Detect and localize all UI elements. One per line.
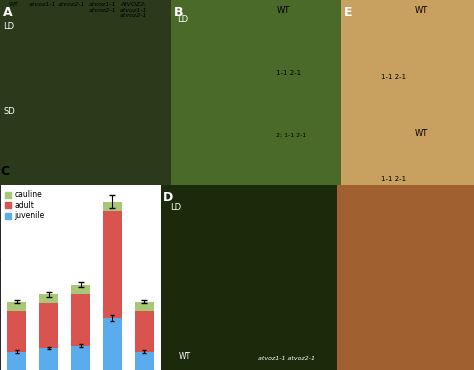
Bar: [39, 348, 58, 370]
Bar: [103, 202, 122, 211]
Text: WT: WT: [9, 2, 18, 7]
Bar: [39, 303, 58, 348]
Bar: [7, 311, 27, 352]
Bar: [135, 352, 154, 370]
Text: WT: WT: [276, 6, 290, 14]
Bar: [7, 302, 27, 311]
Text: E: E: [344, 6, 353, 18]
Text: atvoz2-1: atvoz2-1: [58, 2, 85, 7]
Bar: [71, 285, 90, 294]
Text: 1-1 2-1: 1-1 2-1: [381, 176, 406, 182]
Text: LD: LD: [177, 15, 189, 24]
Text: atvoz1-1
atvoz2-1: atvoz1-1 atvoz2-1: [89, 2, 116, 13]
Text: WT: WT: [179, 352, 191, 361]
Text: WT: WT: [414, 6, 428, 14]
Text: atvoz1-1 atvoz2-1: atvoz1-1 atvoz2-1: [258, 356, 315, 361]
Text: LD: LD: [3, 22, 15, 31]
Text: D: D: [163, 191, 173, 204]
Text: SD: SD: [3, 107, 15, 116]
Legend: cauline, adult, juvenile: cauline, adult, juvenile: [4, 189, 46, 222]
Text: WT: WT: [414, 130, 428, 138]
Text: atvoz1-1: atvoz1-1: [29, 2, 56, 7]
Bar: [39, 294, 58, 303]
Bar: [135, 302, 154, 311]
Bar: [71, 294, 90, 346]
Text: B: B: [174, 6, 183, 18]
Bar: [7, 352, 27, 370]
Bar: [103, 211, 122, 318]
Text: 1-1 2-1: 1-1 2-1: [381, 74, 406, 80]
Bar: [71, 346, 90, 370]
Text: A: A: [3, 6, 13, 18]
Text: LD: LD: [170, 204, 181, 212]
Bar: [135, 311, 154, 352]
Text: 1-1 2-1: 1-1 2-1: [276, 70, 301, 76]
Bar: [103, 318, 122, 370]
Text: AtVOZ2;
atvoz1-1
atvoz2-1: AtVOZ2; atvoz1-1 atvoz2-1: [119, 2, 147, 19]
Text: C: C: [0, 165, 9, 178]
Text: 2; 1-1 2-1: 2; 1-1 2-1: [276, 133, 307, 138]
